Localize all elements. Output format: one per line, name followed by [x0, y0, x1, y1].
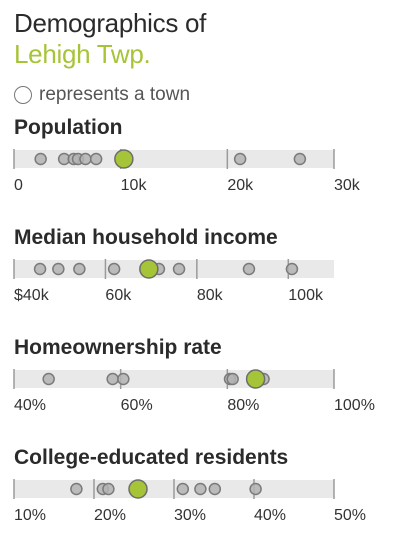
page-title: Demographics of Lehigh Twp.	[14, 8, 206, 70]
axis-band	[14, 370, 334, 388]
town-point	[73, 262, 86, 276]
town-point	[79, 152, 92, 166]
town-point	[208, 482, 222, 496]
tick-label: 60k	[105, 287, 132, 304]
tick-label: $40k	[14, 287, 50, 304]
town-point	[52, 262, 65, 276]
highlight-point	[128, 479, 148, 499]
town-point	[176, 482, 190, 496]
tick-label: 80%	[227, 397, 259, 414]
town-point	[107, 262, 121, 276]
town-point	[249, 482, 262, 496]
homeownership-title: Homeownership rate	[14, 336, 222, 359]
tick-label: 10k	[121, 177, 148, 194]
town-point	[226, 372, 239, 386]
tick-label: 100%	[334, 397, 375, 414]
tick-label: 50%	[334, 507, 366, 524]
town-point	[117, 372, 130, 386]
tick-label: 20%	[94, 507, 126, 524]
tick-label: 80k	[197, 287, 224, 304]
town-point	[34, 152, 47, 166]
town-point	[194, 482, 207, 496]
homeownership-chart: 40% 60% 80% 100%	[13, 369, 375, 414]
highlight-point	[245, 369, 266, 389]
town-point	[106, 372, 119, 386]
legend-label: represents a town	[39, 84, 191, 105]
town-point	[102, 482, 115, 496]
town-point	[33, 262, 47, 276]
population-chart: 0 10k 20k 30k	[13, 149, 361, 194]
tick-label: 40%	[254, 507, 286, 524]
tick-label: 20k	[227, 177, 254, 194]
town-point	[70, 482, 83, 496]
tick-label: 60%	[121, 397, 153, 414]
tick-label: 0	[14, 177, 23, 194]
town-point	[293, 152, 307, 166]
legend: represents a town	[14, 84, 190, 106]
population-title: Population	[14, 116, 123, 139]
town-point	[242, 262, 256, 276]
tick-label: 40%	[14, 397, 46, 414]
tick-label: 100k	[288, 287, 324, 304]
highlight-point	[114, 149, 134, 169]
town-point	[285, 262, 299, 276]
town-circle-icon	[14, 86, 32, 104]
town-point	[89, 152, 103, 166]
tick-label: 30%	[174, 507, 206, 524]
town-point	[42, 372, 55, 386]
tick-label: 10%	[14, 507, 46, 524]
college-chart: 10% 20% 30% 40% 50%	[13, 479, 366, 524]
title-line-1: Demographics of	[14, 8, 207, 38]
tick-label: 30k	[334, 177, 361, 194]
highlight-point	[139, 259, 159, 279]
income-chart: $40k 60k 80k 100k	[13, 259, 334, 304]
income-title: Median household income	[14, 226, 278, 249]
college-title: College-educated residents	[14, 446, 289, 469]
town-point	[233, 152, 247, 166]
town-point	[172, 262, 186, 276]
town-name: Lehigh Twp.	[14, 39, 151, 69]
